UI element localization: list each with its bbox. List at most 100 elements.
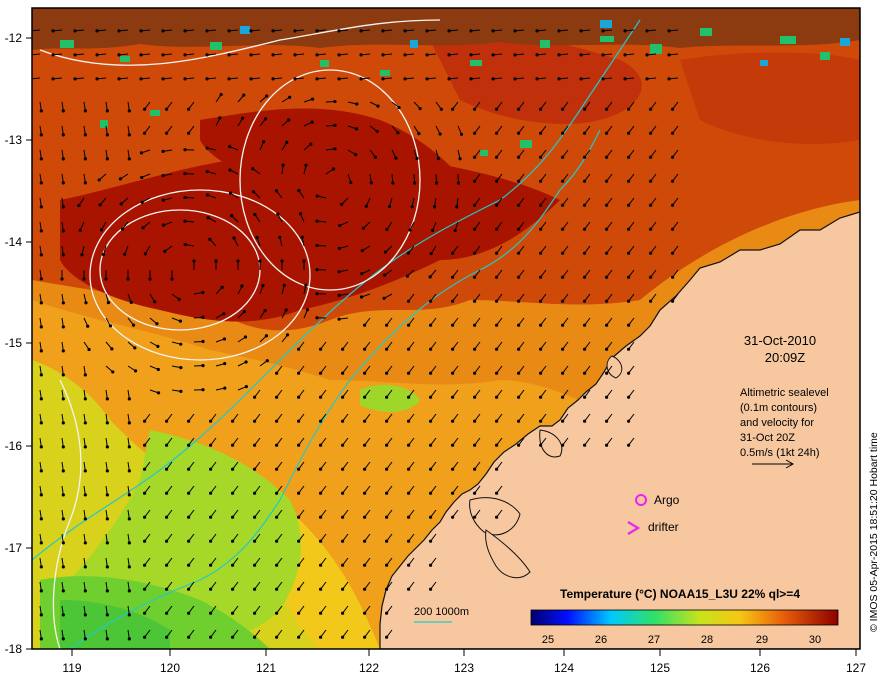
date-label: 31-Oct-2010	[744, 333, 816, 348]
velocity-arrow-head	[133, 369, 138, 373]
velocity-arrow-head	[605, 107, 609, 111]
velocity-arrow-head	[473, 203, 477, 207]
velocity-arrow-head	[385, 635, 389, 639]
velocity-arrow-head	[253, 611, 257, 615]
velocity-arrow-head	[645, 77, 649, 81]
velocity-arrow-head	[407, 347, 411, 351]
velocity-arrow-head	[297, 395, 301, 399]
velocity-arrow-head	[39, 229, 43, 233]
velocity-arrow-head	[539, 251, 543, 255]
velocity-arrow-head	[61, 229, 65, 233]
velocity-arrow-head	[601, 77, 605, 81]
velocity-arrow-head	[83, 109, 87, 113]
velocity-arrow-head	[385, 227, 389, 232]
velocity-arrow-head	[605, 419, 609, 423]
velocity-arrow-head	[337, 29, 341, 33]
velocity-arrow-head	[127, 133, 131, 137]
velocity-arrow-head	[127, 541, 131, 545]
velocity-arrow-head	[187, 587, 191, 591]
velocity-arrow-head	[161, 77, 165, 81]
velocity-arrow-head	[451, 347, 455, 351]
velocity-arrow-head	[359, 77, 363, 81]
velocity-arrow-head	[165, 419, 169, 423]
velocity-arrow-head	[495, 419, 499, 423]
velocity-arrow-head	[315, 268, 319, 272]
velocity-arrow-head	[429, 467, 433, 471]
velocity-arrow-head	[363, 419, 367, 423]
velocity-arrow-head	[77, 203, 81, 208]
velocity-arrow-head	[39, 373, 43, 377]
velocity-arrow-head	[429, 539, 433, 543]
velocity-arrow-head	[117, 77, 121, 81]
velocity-arrow-head	[539, 395, 543, 399]
velocity-arrow-head	[385, 491, 389, 495]
velocity-arrow-head	[275, 539, 279, 543]
velocity-arrow-head	[61, 397, 65, 401]
velocity-arrow-head	[275, 443, 279, 447]
lat-tick-17: -17	[5, 541, 23, 555]
velocity-arrow-head	[222, 337, 227, 341]
velocity-arrow-head	[671, 107, 675, 111]
velocity-arrow-head	[310, 120, 314, 124]
velocity-arrow-head	[341, 611, 345, 615]
velocity-arrow-head	[83, 373, 87, 377]
velocity-arrow-head	[517, 371, 521, 375]
velocity-arrow-head	[340, 202, 344, 206]
velocity-arrow-head	[539, 299, 543, 303]
velocity-arrow-head	[429, 252, 433, 256]
velocity-arrow-head	[341, 419, 345, 423]
velocity-arrow-head	[82, 277, 86, 281]
velocity-arrow-head	[561, 155, 565, 159]
velocity-arrow-head	[605, 443, 609, 447]
velocity-arrow-head	[39, 109, 43, 113]
velocity-arrow-head	[165, 491, 169, 495]
velocity-arrow-head	[105, 517, 109, 521]
velocity-arrow-head	[83, 421, 87, 425]
velocity-arrow-head	[363, 347, 367, 351]
velocity-arrow-head	[649, 107, 653, 111]
velocity-arrow-head	[127, 493, 131, 497]
velocity-arrow-head	[495, 275, 499, 279]
velocity-arrow-head	[385, 419, 389, 423]
velocity-arrow-head	[183, 148, 187, 152]
velocity-arrow-head	[451, 515, 455, 519]
velocity-arrow-head	[517, 203, 521, 207]
imos-credit: © IMOS 05-Apr-2015 18:51:20 Hobart time	[868, 432, 880, 632]
velocity-arrow-head	[83, 541, 87, 545]
velocity-arrow-head	[177, 297, 181, 301]
velocity-arrow-head	[439, 107, 443, 111]
velocity-arrow-head	[583, 107, 587, 111]
velocity-arrow-head	[80, 253, 84, 257]
velocity-arrow-head	[293, 53, 297, 57]
velocity-arrow-head	[231, 491, 235, 495]
velocity-arrow-head	[105, 157, 109, 161]
velocity-arrow-head	[410, 205, 414, 209]
velocity-arrow-head	[561, 107, 565, 111]
velocity-arrow-head	[539, 179, 543, 183]
velocity-arrow-head	[187, 419, 191, 423]
lat-tick-16: -16	[5, 439, 23, 453]
velocity-arrow-head	[539, 131, 543, 135]
velocity-arrow-head	[39, 253, 43, 257]
velocity-arrow-head	[319, 443, 323, 447]
velocity-arrow-head	[649, 299, 653, 303]
velocity-arrow-head	[258, 259, 262, 263]
velocity-arrow-head	[101, 253, 106, 257]
velocity-arrow-head	[459, 132, 464, 136]
velocity-arrow-head	[287, 118, 291, 122]
velocity-arrow-head	[83, 493, 87, 497]
velocity-arrow-head	[341, 539, 345, 543]
velocity-arrow-head	[425, 53, 429, 57]
velocity-arrow-head	[249, 77, 253, 81]
velocity-arrow-head	[297, 611, 301, 615]
velocity-arrow-head	[495, 155, 499, 159]
isobath-legend: 200 1000m	[414, 606, 469, 623]
velocity-arrow-head	[360, 272, 364, 276]
velocity-arrow-head	[557, 77, 561, 81]
velocity-arrow-head	[341, 635, 345, 639]
velocity-arrow-head	[78, 228, 82, 232]
lon-axis: 119 120 121 122 123 124 125 126 127	[62, 649, 866, 675]
velocity-arrow-head	[432, 205, 437, 209]
velocity-arrow-head	[61, 637, 65, 641]
